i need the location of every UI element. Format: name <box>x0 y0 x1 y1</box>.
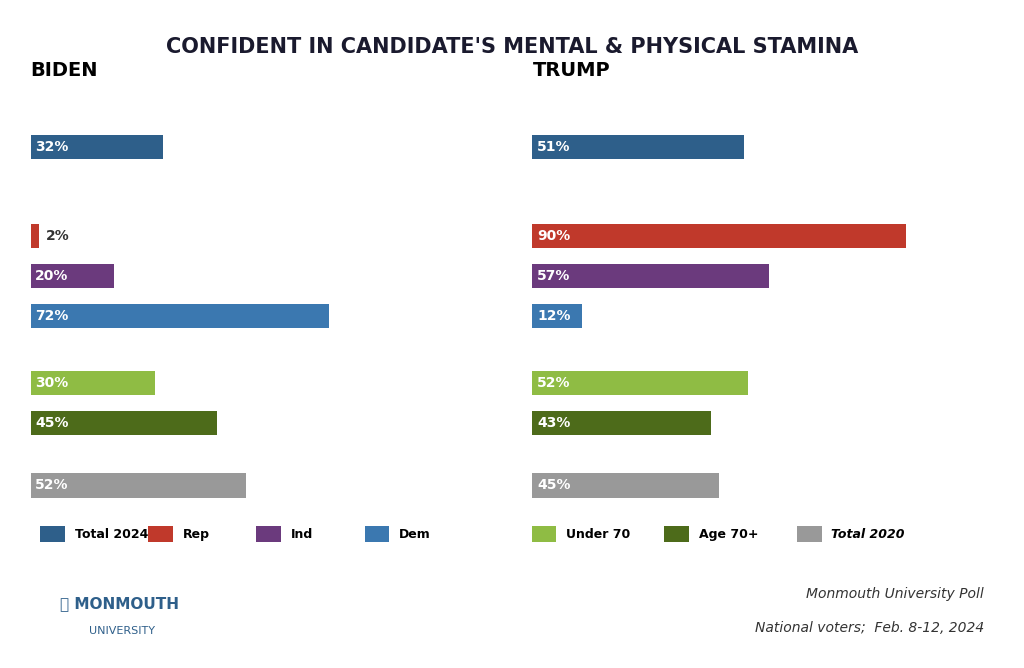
Text: CONFIDENT IN CANDIDATE'S MENTAL & PHYSICAL STAMINA: CONFIDENT IN CANDIDATE'S MENTAL & PHYSIC… <box>166 37 858 57</box>
FancyBboxPatch shape <box>31 304 330 329</box>
Text: 20%: 20% <box>35 269 69 283</box>
Text: Total 2024: Total 2024 <box>75 528 147 541</box>
Text: 🏛 MONMOUTH: 🏛 MONMOUTH <box>59 596 179 611</box>
Text: 43%: 43% <box>537 416 570 430</box>
FancyBboxPatch shape <box>256 526 281 542</box>
Text: 90%: 90% <box>537 229 570 243</box>
Text: Under 70: Under 70 <box>566 528 631 541</box>
FancyBboxPatch shape <box>532 224 906 248</box>
FancyBboxPatch shape <box>31 264 114 289</box>
Text: 45%: 45% <box>35 416 69 430</box>
Text: TRUMP: TRUMP <box>532 61 610 80</box>
FancyBboxPatch shape <box>797 526 821 542</box>
Text: UNIVERSITY: UNIVERSITY <box>89 627 156 636</box>
FancyBboxPatch shape <box>532 135 744 159</box>
Text: BIDEN: BIDEN <box>31 61 98 80</box>
Text: 30%: 30% <box>35 376 69 390</box>
FancyBboxPatch shape <box>365 526 389 542</box>
Text: 52%: 52% <box>537 376 570 390</box>
FancyBboxPatch shape <box>31 224 39 248</box>
Text: 32%: 32% <box>35 140 69 154</box>
Text: 45%: 45% <box>537 478 570 492</box>
FancyBboxPatch shape <box>31 135 164 159</box>
FancyBboxPatch shape <box>532 264 769 289</box>
Text: Ind: Ind <box>291 528 313 541</box>
FancyBboxPatch shape <box>531 526 556 542</box>
Text: 72%: 72% <box>35 309 69 323</box>
Text: 51%: 51% <box>537 140 570 154</box>
FancyBboxPatch shape <box>148 526 173 542</box>
FancyBboxPatch shape <box>665 526 689 542</box>
Text: 12%: 12% <box>537 309 570 323</box>
Text: Total 2020: Total 2020 <box>831 528 905 541</box>
FancyBboxPatch shape <box>532 411 711 436</box>
Text: Monmouth University Poll: Monmouth University Poll <box>806 587 984 601</box>
FancyBboxPatch shape <box>31 473 247 498</box>
Text: 2%: 2% <box>46 229 70 243</box>
FancyBboxPatch shape <box>532 371 749 395</box>
FancyBboxPatch shape <box>31 371 156 395</box>
Text: Dem: Dem <box>399 528 431 541</box>
FancyBboxPatch shape <box>532 304 583 329</box>
Text: 52%: 52% <box>35 478 69 492</box>
Text: National voters;  Feb. 8-12, 2024: National voters; Feb. 8-12, 2024 <box>755 621 984 635</box>
FancyBboxPatch shape <box>532 473 719 498</box>
Text: Age 70+: Age 70+ <box>698 528 759 541</box>
FancyBboxPatch shape <box>40 526 65 542</box>
Text: Rep: Rep <box>182 528 210 541</box>
FancyBboxPatch shape <box>31 411 217 436</box>
Text: 57%: 57% <box>537 269 570 283</box>
